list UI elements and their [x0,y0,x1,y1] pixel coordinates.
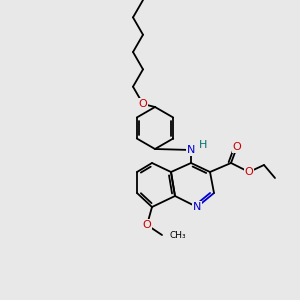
Text: CH₃: CH₃ [170,230,187,239]
Text: O: O [232,142,242,152]
Text: O: O [139,99,147,109]
Text: N: N [193,202,201,212]
Text: O: O [142,220,152,230]
Text: O: O [244,167,253,177]
Text: H: H [199,140,207,150]
Text: N: N [187,145,195,155]
